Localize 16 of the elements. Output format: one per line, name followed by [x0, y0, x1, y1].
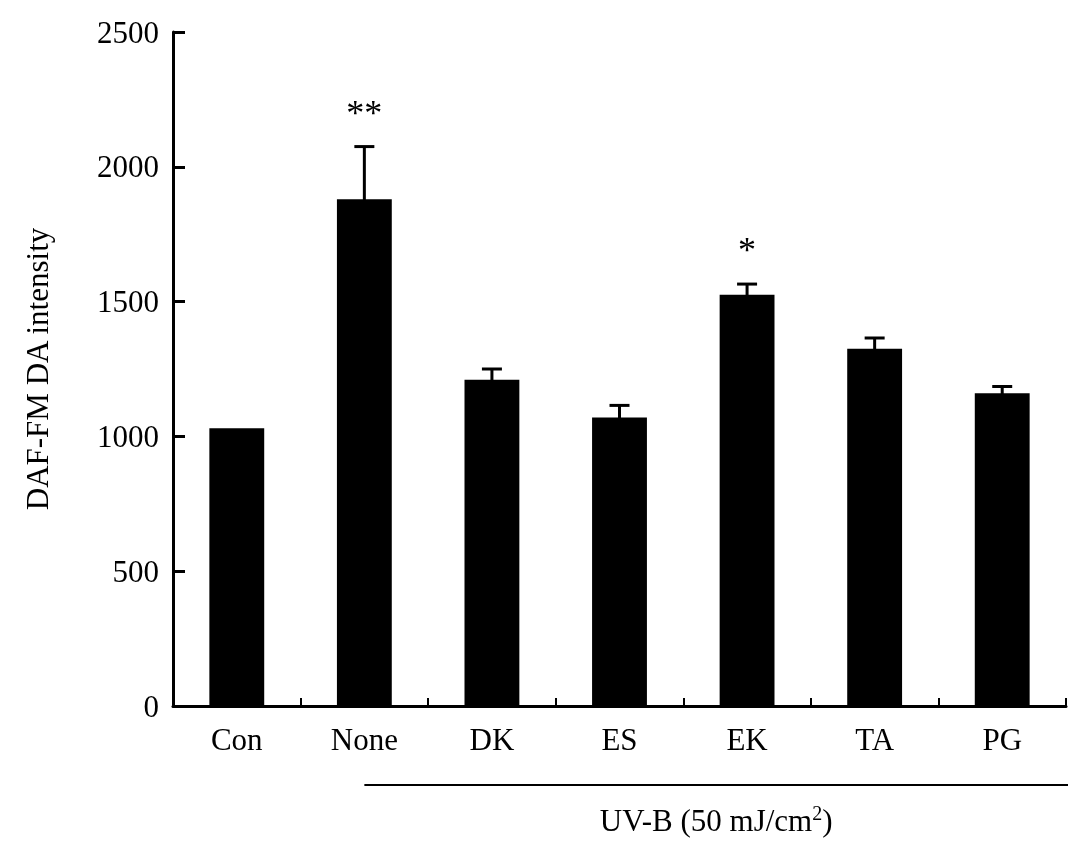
x-tick-label: Con — [210, 722, 264, 757]
y-tick-label: 2000 — [97, 149, 159, 185]
y-tick-label: 1500 — [97, 284, 159, 320]
y-tick-label: 0 — [143, 688, 159, 724]
x-tick-label: DK — [469, 722, 515, 757]
x-tick-label: None — [330, 722, 398, 757]
y-axis-title: DAF-FM DA intensity — [20, 227, 55, 511]
data-label: ** — [346, 92, 383, 133]
y-tick-label: 2500 — [97, 14, 159, 50]
y-tick-label: 500 — [112, 553, 159, 589]
x-tick-label: ES — [601, 722, 638, 757]
x-tick-label: TA — [855, 722, 895, 757]
x-tick-label: PG — [982, 722, 1023, 757]
y-tick-label: 1000 — [97, 418, 159, 454]
data-label: * — [738, 230, 757, 271]
x-tick-label: EK — [726, 722, 769, 757]
